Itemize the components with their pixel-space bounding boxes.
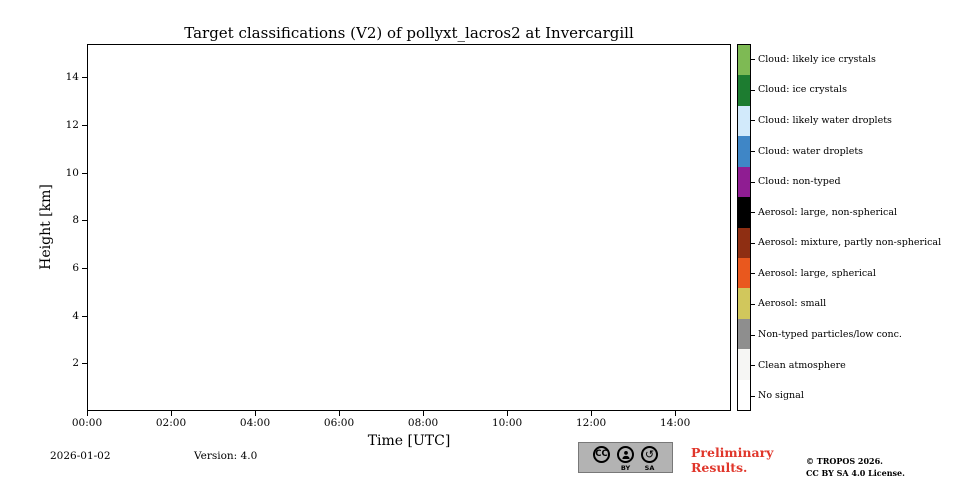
colorbar-segment (738, 75, 750, 106)
colorbar-segment (738, 136, 750, 167)
chart-title: Target classifications (V2) of pollyxt_l… (184, 24, 634, 42)
legend-label: Cloud: water droplets (758, 145, 864, 157)
y-tick (82, 315, 87, 317)
legend-label: Aerosol: small (758, 298, 827, 310)
cc-by-person-icon (617, 446, 634, 463)
legend-tick (751, 273, 755, 275)
legend-tick (751, 395, 755, 397)
x-tick (87, 411, 88, 416)
legend-tick (751, 242, 755, 244)
x-tick-label: 10:00 (491, 417, 523, 429)
legend-label: No signal (758, 390, 804, 402)
cc-by-label: BY (620, 464, 631, 472)
legend-tick (751, 181, 755, 183)
x-tick-label: 06:00 (323, 417, 355, 429)
x-tick-label: 14:00 (659, 417, 691, 429)
x-tick (507, 411, 509, 416)
colorbar-segment (738, 349, 750, 380)
legend-tick (751, 334, 755, 336)
legend-label: Non-typed particles/low conc. (758, 329, 902, 341)
footer-date: 2026-01-02 (50, 450, 111, 462)
legend-tick (751, 59, 755, 61)
colorbar-segment (738, 288, 750, 319)
legend-label: Cloud: likely water droplets (758, 114, 892, 126)
footer-version: Version: 4.0 (194, 450, 258, 462)
y-tick-label: 14 (65, 71, 79, 84)
y-tick-label: 8 (72, 214, 79, 227)
colorbar (737, 44, 751, 411)
colorbar-segment (738, 105, 750, 137)
colorbar-segment (738, 257, 750, 289)
x-tick (255, 411, 257, 416)
x-tick-label: 04:00 (239, 417, 271, 429)
legend-tick (751, 212, 755, 214)
license-text: CC BY SA 4.0 License. (806, 467, 905, 478)
y-tick (82, 172, 87, 174)
legend-tick (751, 303, 755, 305)
x-tick-label: 00:00 (71, 417, 103, 429)
y-tick (82, 77, 87, 79)
x-tick (591, 411, 593, 416)
x-tick-label: 12:00 (575, 417, 607, 429)
colorbar-segment (738, 318, 750, 350)
y-tick-label: 10 (65, 166, 79, 179)
cc-license-badge: CC BY ↺ SA (578, 442, 673, 473)
x-tick (171, 411, 173, 416)
y-tick-label: 6 (72, 262, 79, 274)
y-tick (82, 125, 87, 127)
legend-label: Cloud: non-typed (758, 176, 841, 188)
copyright-text: © TROPOS 2026. (806, 456, 883, 466)
colorbar-segment (738, 197, 750, 228)
x-tick-label: 02:00 (155, 417, 187, 429)
x-tick (423, 411, 425, 416)
x-tick (675, 411, 677, 416)
legend-label: Aerosol: large, non-spherical (758, 206, 898, 218)
legend-tick (751, 89, 755, 91)
colorbar-segment (738, 45, 750, 76)
y-tick (82, 363, 87, 365)
legend-label: Cloud: ice crystals (758, 84, 847, 96)
cc-sa-arrow-icon: ↺ (641, 446, 658, 463)
colorbar-segment (738, 166, 750, 198)
legend-label: Aerosol: mixture, partly non-spherical (758, 237, 942, 249)
legend-tick (751, 120, 755, 122)
legend-label: Cloud: likely ice crystals (758, 53, 876, 65)
preliminary-results-note: Preliminary Results. (691, 445, 774, 475)
colorbar-segment (738, 227, 750, 258)
x-tick-label: 08:00 (407, 417, 439, 429)
y-tick-label: 2 (72, 357, 79, 370)
copyright-block: © TROPOS 2026. CC BY SA 4.0 License. (806, 456, 905, 479)
legend-tick (751, 365, 755, 367)
legend-label: Aerosol: large, spherical (758, 267, 876, 279)
y-tick-label: 12 (65, 119, 79, 132)
cc-sa-label: SA (644, 464, 655, 472)
colorbar-segment (738, 379, 750, 411)
cc-icon: CC (593, 446, 610, 463)
plot-area (87, 44, 731, 411)
legend-label: Clean atmosphere (758, 359, 846, 371)
y-tick (82, 268, 87, 269)
y-tick (82, 220, 87, 222)
y-tick-label: 4 (72, 309, 79, 322)
x-axis-label: Time [UTC] (367, 433, 451, 449)
x-tick (339, 411, 341, 416)
legend-tick (751, 151, 755, 153)
